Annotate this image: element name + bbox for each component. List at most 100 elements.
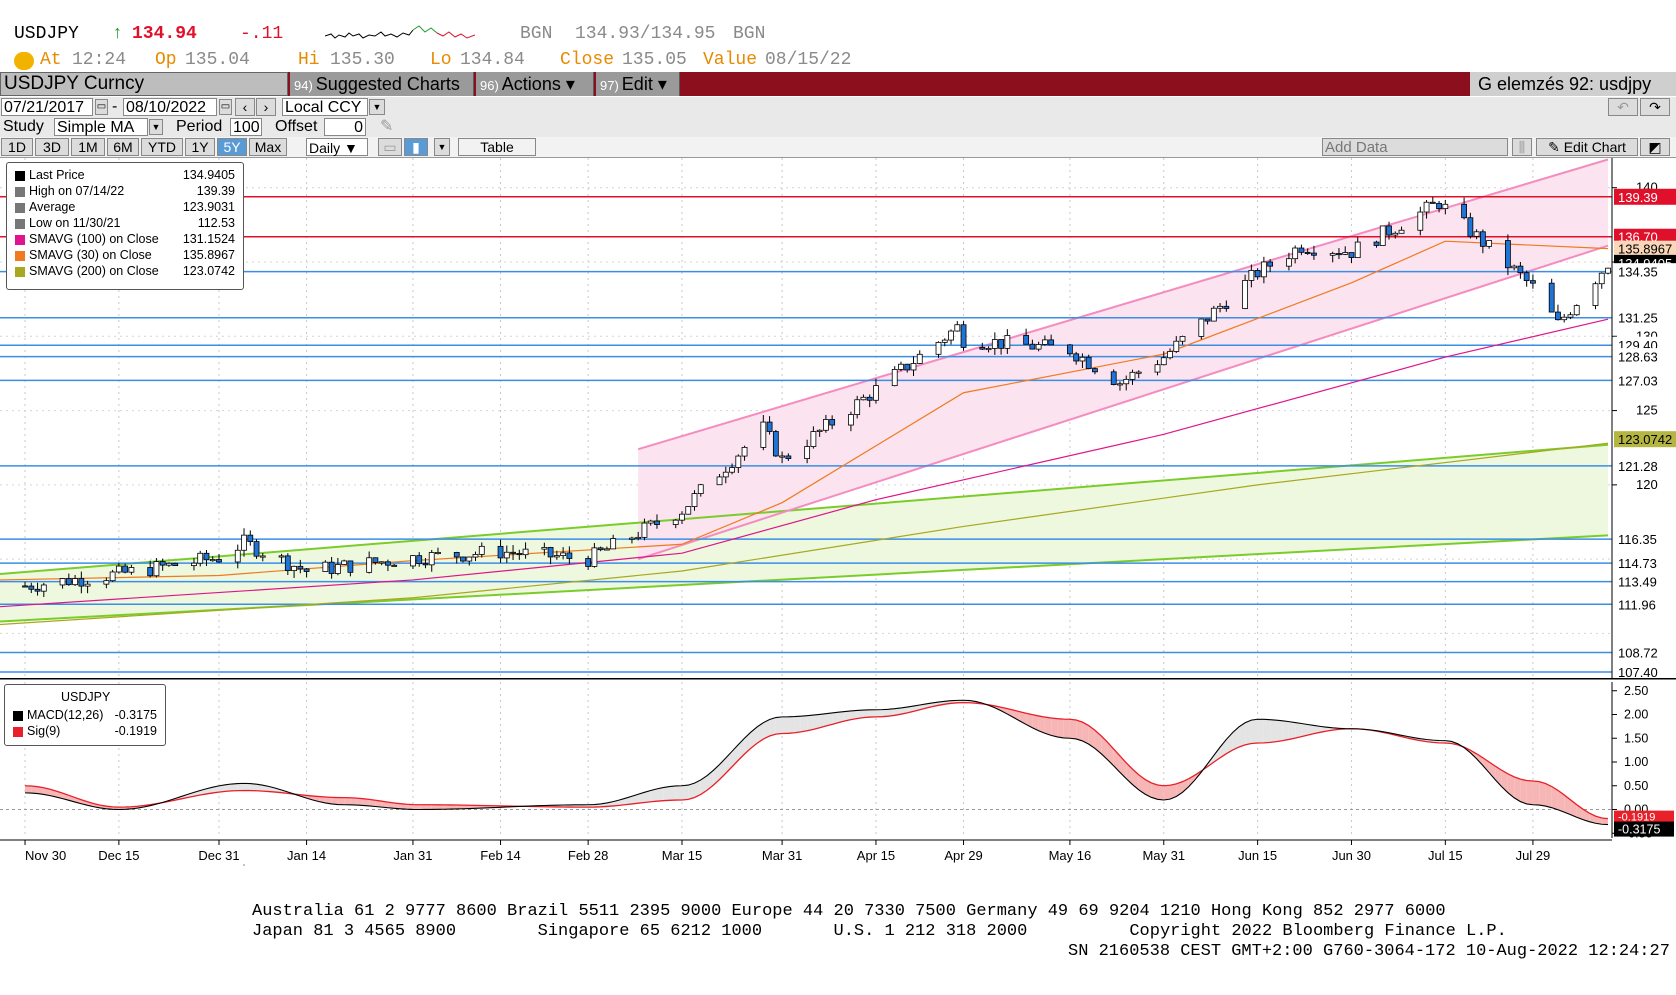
range-button-6m[interactable]: 6M — [107, 138, 139, 156]
at-label: At — [40, 50, 62, 70]
candle — [1417, 206, 1424, 236]
toolbar-icon[interactable]: ⫼ — [1512, 138, 1532, 156]
macd-fill-segment — [250, 783, 257, 791]
offset-field[interactable]: 0 — [324, 118, 366, 136]
price-level-label: 131.25 — [1618, 311, 1658, 326]
candle — [672, 518, 679, 529]
period-field[interactable]: 100 — [230, 118, 262, 136]
start-calendar-icon[interactable]: ▭ — [95, 99, 108, 115]
edit-chart-button[interactable]: ✎ Edit Chart — [1536, 138, 1638, 156]
candle — [1298, 244, 1305, 256]
candle — [1486, 240, 1493, 249]
range-button-ytd[interactable]: YTD — [141, 138, 183, 156]
prev-period-button[interactable]: ‹ — [235, 98, 255, 116]
add-data-field[interactable]: Add Data — [1322, 138, 1508, 156]
candle-body — [191, 562, 197, 567]
candle-body — [253, 541, 260, 557]
candle — [1217, 303, 1223, 313]
line-style-icon[interactable]: ▭ — [378, 138, 402, 156]
end-calendar-icon[interactable]: ▭ — [219, 99, 232, 115]
macd-fill-segment — [807, 715, 814, 731]
range-button-5y[interactable]: 5Y — [217, 138, 247, 156]
actions-menu[interactable]: 96) Actions ▾ — [476, 72, 594, 96]
candle-body — [829, 419, 836, 426]
macd-fill-segment — [1526, 780, 1533, 805]
study-select[interactable]: Simple MA — [54, 118, 148, 136]
candle-body — [998, 339, 1004, 349]
candle-body — [197, 552, 204, 564]
macd-fill-segment — [894, 707, 901, 716]
candle-style-icon[interactable]: ▮ — [404, 138, 428, 156]
candle — [1311, 245, 1317, 260]
range-button-1y[interactable]: 1Y — [185, 138, 215, 156]
range-button-max[interactable]: Max — [249, 138, 287, 156]
currency-select[interactable]: Local CCY — [282, 98, 368, 116]
candle — [453, 551, 460, 564]
source-bgn-1: BGN — [520, 24, 553, 44]
horizontal-levels — [0, 196, 1612, 673]
security-field[interactable]: USDJPY Curncy — [0, 72, 288, 96]
frequency-select[interactable]: Daily ▼ — [306, 138, 368, 156]
edit-menu[interactable]: 97) Edit ▾ — [596, 72, 680, 96]
chart-settings-icon[interactable]: ◩ — [1640, 138, 1670, 156]
candle — [1254, 268, 1261, 280]
end-date-field[interactable]: 08/10/2022 — [123, 98, 217, 116]
candle — [341, 559, 348, 565]
table-button[interactable]: Table — [458, 138, 536, 156]
price-chart[interactable]: 140135130125120139.39136.70135.8967134.9… — [0, 158, 1676, 678]
start-date-field[interactable]: 07/21/2017 — [1, 98, 93, 116]
macd-fill-segment — [406, 804, 413, 810]
edit-chart-label: Edit Chart — [1563, 139, 1626, 155]
chart-type-chevron-down-icon[interactable]: ▼ — [434, 138, 450, 156]
candle — [1598, 272, 1605, 289]
macd-fill-segment — [1557, 790, 1565, 813]
candle-body — [1517, 265, 1524, 274]
macd-fill-segment — [244, 783, 251, 791]
macd-legend[interactable]: USDJPY MACD(12,26) -0.3175 Sig(9) -0.1919 — [4, 684, 166, 746]
pink-channel-upper — [637, 158, 1609, 451]
undo-button[interactable]: ↶ — [1608, 98, 1638, 116]
macd-fill-segment — [813, 714, 820, 730]
candle-body — [948, 330, 954, 341]
candle-body — [1110, 371, 1117, 385]
suggested-charts-menu[interactable]: 94) Suggested Charts — [290, 72, 474, 96]
macd-fill-segment — [1101, 735, 1108, 760]
candle-body — [854, 399, 861, 415]
macd-fill-segment — [625, 796, 632, 805]
candle-body — [1179, 336, 1186, 342]
live-indicator-icon[interactable] — [14, 52, 34, 70]
range-button-1d[interactable]: 1D — [1, 138, 33, 156]
redo-button[interactable]: ↷ — [1640, 98, 1670, 116]
price-level-tag — [1613, 371, 1676, 389]
low-value: 134.84 — [460, 50, 525, 70]
candle-body — [985, 348, 992, 351]
legend-value: 139.39 — [196, 184, 235, 198]
price-legend[interactable]: Last Price 134.9405 High on 07/14/22 139.39… — [6, 162, 244, 290]
candle-body — [347, 560, 354, 573]
macd-fill-segment — [356, 798, 363, 806]
candle-body — [40, 584, 47, 592]
candle — [998, 339, 1004, 355]
candle-body — [810, 431, 817, 447]
candle-body — [103, 580, 110, 585]
candle-body — [28, 585, 35, 590]
sparkline-black — [325, 29, 414, 39]
candle-body — [1442, 203, 1449, 210]
macd-fill-segment — [1257, 719, 1264, 743]
pencil-icon[interactable]: ✎ — [380, 118, 394, 135]
range-button-1m[interactable]: 1M — [71, 138, 105, 156]
macd-fill-segment — [750, 726, 758, 749]
candle — [810, 426, 817, 449]
range-button-3d[interactable]: 3D — [35, 138, 69, 156]
candle — [935, 341, 942, 358]
next-period-button[interactable]: › — [256, 98, 276, 116]
candle — [1160, 351, 1167, 366]
price-level-label: 139.39 — [1618, 190, 1658, 205]
macd-fill-segment — [1069, 719, 1077, 739]
price-level-label: 113.49 — [1618, 575, 1657, 590]
candle — [866, 394, 873, 408]
currency-chevron-down-icon[interactable]: ▼ — [369, 99, 385, 115]
candle-body — [779, 455, 786, 458]
macd-chart[interactable]: 2.502.001.501.000.500.00-0.50-0.1919-0.3… — [0, 678, 1676, 866]
study-chevron-down-icon[interactable]: ▼ — [149, 119, 163, 135]
